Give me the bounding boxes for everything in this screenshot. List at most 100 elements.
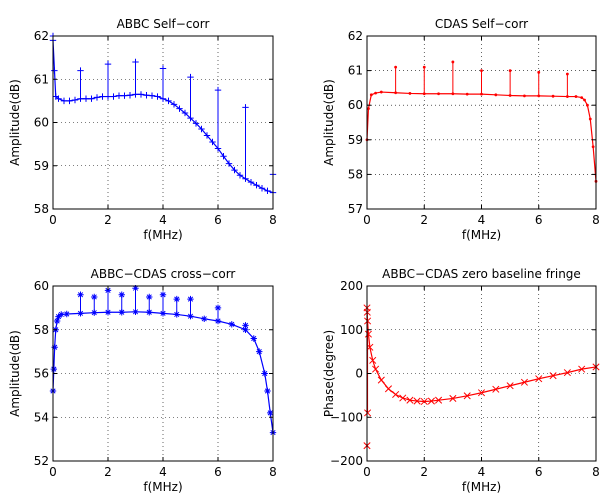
data-point [55, 313, 62, 320]
data-point [181, 109, 189, 117]
data-point [535, 375, 543, 383]
spike-point [242, 322, 249, 329]
y-tick-label: 58 [348, 167, 363, 181]
y-tick-label: 58 [34, 202, 49, 216]
x-tick-label: 4 [478, 465, 486, 479]
data-point [159, 310, 167, 317]
series-line [366, 307, 597, 403]
spike-point [173, 295, 180, 303]
spike-point [480, 69, 483, 72]
data-point [77, 95, 84, 102]
y-tick-label: 61 [348, 64, 363, 78]
y-tick-label: 62 [348, 29, 363, 43]
data-point [372, 365, 380, 373]
subplot-1: 0 2 4 6 8 58 59 60 61 62 ABBC Self−corr f(MHz) Ampli… [8, 17, 277, 242]
y-tick-label: −100 [330, 410, 363, 424]
y-tick-label: 57 [348, 202, 363, 216]
data-point [583, 98, 586, 102]
data-point [50, 365, 58, 373]
x-tick-label: 6 [535, 213, 543, 227]
data-point [384, 385, 393, 393]
data-point [82, 95, 90, 102]
spike-point [159, 65, 167, 72]
data-point [451, 92, 455, 96]
x-tick-label: 8 [592, 213, 600, 227]
data-point [406, 396, 414, 404]
data-point [437, 92, 440, 96]
data-point [104, 93, 112, 100]
data-point [492, 385, 500, 393]
data-point [236, 172, 244, 179]
data-point [165, 97, 172, 105]
data-point [187, 312, 194, 320]
data-point [118, 309, 125, 316]
x-tick-label: 4 [159, 213, 167, 227]
chart-title: ABBC−CDAS cross−corr [91, 267, 236, 281]
data-point [154, 93, 161, 100]
data-point [192, 120, 200, 127]
spike-point [51, 67, 58, 74]
data-point [198, 125, 205, 133]
data-point [231, 166, 238, 174]
data-point [364, 330, 372, 338]
y-axis-label: Amplitude(dB) [322, 79, 336, 166]
data-point [187, 114, 194, 122]
data-point [435, 396, 443, 404]
data-point [264, 387, 271, 395]
x-tick-label: 4 [159, 465, 167, 479]
data-point [264, 187, 271, 195]
data-point [267, 409, 274, 417]
data-point [104, 309, 112, 316]
x-tick-label: 2 [420, 213, 428, 227]
data-point [143, 92, 150, 99]
data-point [88, 95, 95, 102]
y-tick-label: −200 [330, 454, 363, 468]
y-tick-label: 100 [340, 323, 363, 337]
data-point [242, 326, 249, 333]
data-point [523, 94, 526, 98]
data-point [508, 94, 512, 97]
subplot-3: 0 2 4 6 8 52 54 56 58 60 ABBC−CDAS cross−corr f(MHz… [8, 267, 277, 494]
x-tick-label: 0 [363, 465, 371, 479]
data-point [591, 145, 595, 149]
data-point [93, 94, 101, 101]
data-point [399, 394, 407, 402]
data-point [588, 117, 592, 121]
spike-point [77, 291, 84, 298]
spike-point [91, 293, 98, 301]
data-point [565, 95, 569, 98]
y-tick-label: 54 [34, 410, 49, 424]
data-point [377, 376, 385, 384]
data-point [449, 394, 457, 402]
data-point [551, 94, 555, 98]
spike-point [132, 284, 139, 292]
subplot-4: 0 2 4 6 8 −200 −100 0 100 200 ABBC−CDAS zero basel… [322, 267, 600, 494]
spike-point [118, 291, 125, 298]
data-point [256, 348, 263, 355]
data-point [71, 96, 79, 104]
y-tick-label: 52 [34, 454, 49, 468]
data-point [132, 308, 139, 316]
data-point [586, 103, 589, 107]
data-point [549, 372, 557, 380]
data-point [137, 91, 145, 98]
data-point [55, 95, 62, 102]
y-tick-label: 56 [34, 367, 49, 381]
spike-point [187, 73, 194, 81]
data-point [91, 309, 98, 316]
x-axis-label: f(MHz) [462, 228, 501, 242]
data-point [53, 317, 61, 325]
data-point [394, 91, 398, 95]
x-tick-label: 2 [420, 465, 428, 479]
x-tick-label: 6 [535, 465, 543, 479]
data-point [369, 356, 377, 364]
data-point [121, 92, 128, 99]
y-tick-label: 58 [34, 323, 49, 337]
spike-point [242, 104, 249, 111]
data-point [369, 93, 373, 97]
x-axis-label: f(MHz) [462, 480, 501, 494]
y-axis-label: Amplitude(dB) [8, 330, 22, 417]
data-point [214, 317, 222, 325]
data-point [225, 160, 233, 167]
